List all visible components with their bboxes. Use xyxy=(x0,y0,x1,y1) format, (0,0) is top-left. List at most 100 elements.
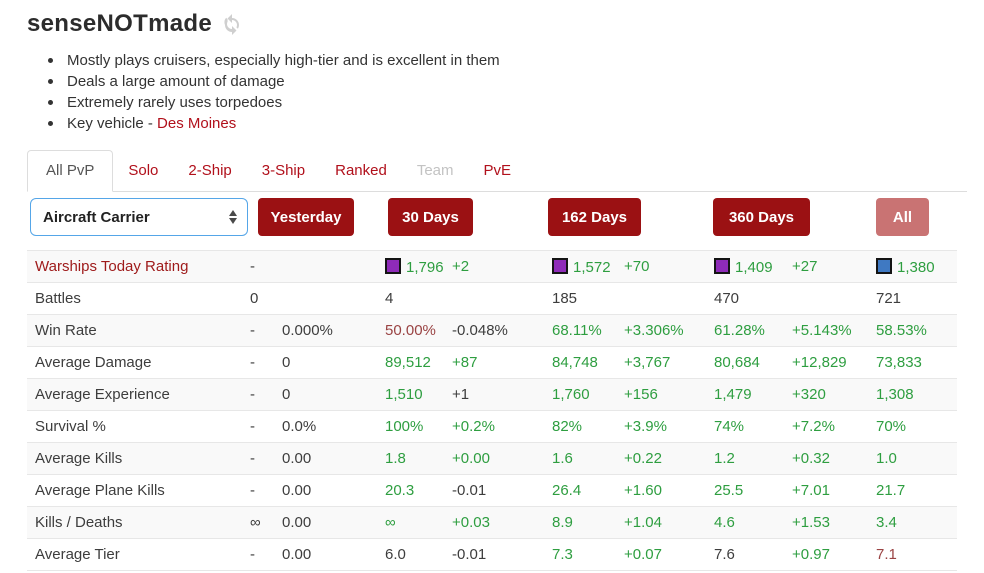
period-button-30-days[interactable]: 30 Days xyxy=(388,198,473,236)
tab-solo[interactable]: Solo xyxy=(128,162,159,179)
stat-cell: +1.53 xyxy=(792,514,876,531)
stat-value: 185 xyxy=(552,290,578,307)
key-vehicle-link[interactable]: Des Moines xyxy=(157,115,237,132)
table-row: Battles 0 4 185 470 721 xyxy=(27,283,957,315)
stat-cell: - xyxy=(250,322,282,339)
stat-value: +3,767 xyxy=(624,354,671,371)
summary-bullet: Mostly plays cruisers, especially high-t… xyxy=(48,50,984,71)
stat-value: 1.6 xyxy=(552,450,573,467)
row-label[interactable]: Warships Today Rating xyxy=(35,258,189,275)
stat-cell: +1.04 xyxy=(624,514,714,531)
stat-cell: 73,833 xyxy=(876,354,957,371)
stat-cell: 74% xyxy=(714,418,792,435)
stat-value: 68.11% xyxy=(552,322,602,339)
page-title: senseNOTmade xyxy=(27,10,213,37)
stat-value: +0.2% xyxy=(452,418,495,435)
stat-value: 7.6 xyxy=(714,546,735,563)
tab-2-ship[interactable]: 2-Ship xyxy=(188,162,232,179)
stat-value: 73,833 xyxy=(876,354,922,371)
stat-value: - xyxy=(250,386,255,403)
select-stepper-icon xyxy=(229,210,237,224)
stat-cell: 721 xyxy=(876,290,957,307)
row-label: Average Experience xyxy=(35,386,170,403)
stat-cell: +320 xyxy=(792,386,876,403)
stat-cell: 0 xyxy=(282,354,385,371)
tab-all-pvp[interactable]: All PvP xyxy=(27,150,114,192)
stat-value: 0.00 xyxy=(282,514,312,531)
stat-cell: 20.3 xyxy=(385,482,452,499)
stat-cell: 1,760 xyxy=(552,386,624,403)
stat-cell: 4.6 xyxy=(714,514,792,531)
stat-cell: 185 xyxy=(552,290,624,307)
table-row: Win Rate - 0.000% 50.00% -0.048% 68.11% +3.306… xyxy=(27,315,957,347)
stat-cell: +27 xyxy=(792,258,876,275)
stat-cell: 80,684 xyxy=(714,354,792,371)
stat-value: 1.0 xyxy=(876,450,897,467)
stat-cell: +7.01 xyxy=(792,482,876,499)
stat-value: - xyxy=(250,258,255,275)
stat-cell: +12,829 xyxy=(792,354,876,371)
mode-tabs: All PvP Solo 2-Ship 3-Ship Ranked Team P… xyxy=(27,150,967,192)
stat-cell: 0 xyxy=(250,290,282,307)
tab-pve[interactable]: PvE xyxy=(483,162,512,179)
stat-cell: - xyxy=(250,482,282,499)
stat-value: 89,512 xyxy=(385,354,431,371)
stat-value: 1,796 xyxy=(406,258,444,276)
stat-cell: - xyxy=(250,450,282,467)
stat-cell: 0.000% xyxy=(282,322,385,339)
tab-ranked[interactable]: Ranked xyxy=(335,162,387,179)
player-stats-page: senseNOTmade Mostly plays cruisers, espe… xyxy=(0,10,984,573)
stat-value: +156 xyxy=(624,386,658,403)
stat-value: 74% xyxy=(714,418,745,435)
stat-cell: 58.53% xyxy=(876,322,957,339)
stat-cell: +1.60 xyxy=(624,482,714,499)
stat-cell: 82% xyxy=(552,418,624,435)
stat-cell: 1,380 xyxy=(876,257,957,276)
stat-cell: +5.143% xyxy=(792,322,876,339)
row-label: Kills / Deaths xyxy=(35,514,123,531)
period-button-all[interactable]: All xyxy=(876,198,929,236)
ship-class-select[interactable]: Aircraft Carrier xyxy=(30,198,248,236)
stat-value: -0.048% xyxy=(452,322,508,339)
period-button-162-days[interactable]: 162 Days xyxy=(548,198,641,236)
refresh-icon[interactable] xyxy=(220,13,244,37)
stat-cell: 50.00% xyxy=(385,322,452,339)
stat-value: 25.5 xyxy=(714,482,744,499)
stat-value: +0.32 xyxy=(792,450,830,467)
stat-cell: 1,796 xyxy=(385,257,452,276)
period-button-yesterday[interactable]: Yesterday xyxy=(258,198,354,236)
stat-value: 84,748 xyxy=(552,354,598,371)
stat-cell: 0.00 xyxy=(282,450,385,467)
blue-square-icon xyxy=(876,257,892,274)
period-button-360-days[interactable]: 360 Days xyxy=(713,198,810,236)
stat-value: +27 xyxy=(792,258,818,275)
stat-cell: 7.3 xyxy=(552,546,624,563)
stat-value: 58.53% xyxy=(876,322,927,339)
stat-value: 0 xyxy=(282,386,291,403)
stat-cell: 0 xyxy=(282,386,385,403)
stat-cell: 21.7 xyxy=(876,482,957,499)
stat-value: - xyxy=(250,418,255,435)
stat-cell: 1,479 xyxy=(714,386,792,403)
stat-cell: +3.306% xyxy=(624,322,714,339)
stat-cell: 0.00 xyxy=(282,514,385,531)
stat-cell: +0.22 xyxy=(624,450,714,467)
stat-cell: 1.0 xyxy=(876,450,957,467)
stat-cell: - xyxy=(250,418,282,435)
filter-controls: Aircraft Carrier Yesterday 30 Days 162 D… xyxy=(0,197,984,243)
row-label: Average Tier xyxy=(35,546,120,563)
stat-cell: -0.01 xyxy=(452,482,552,499)
stat-cell: ∞ xyxy=(250,514,282,531)
stat-cell: 1.2 xyxy=(714,450,792,467)
stat-value: 1.2 xyxy=(714,450,735,467)
stat-cell: - xyxy=(250,354,282,371)
tab-3-ship[interactable]: 3-Ship xyxy=(261,162,306,179)
summary-bullet: Key vehicle - Des Moines xyxy=(48,113,984,134)
stat-cell: 470 xyxy=(714,290,792,307)
stat-value: +0.22 xyxy=(624,450,662,467)
stat-cell: 70% xyxy=(876,418,957,435)
stat-value: 100% xyxy=(385,418,424,435)
stat-cell: +1 xyxy=(452,386,552,403)
purple-square-icon xyxy=(385,257,401,274)
stat-value: +3.306% xyxy=(624,322,684,339)
